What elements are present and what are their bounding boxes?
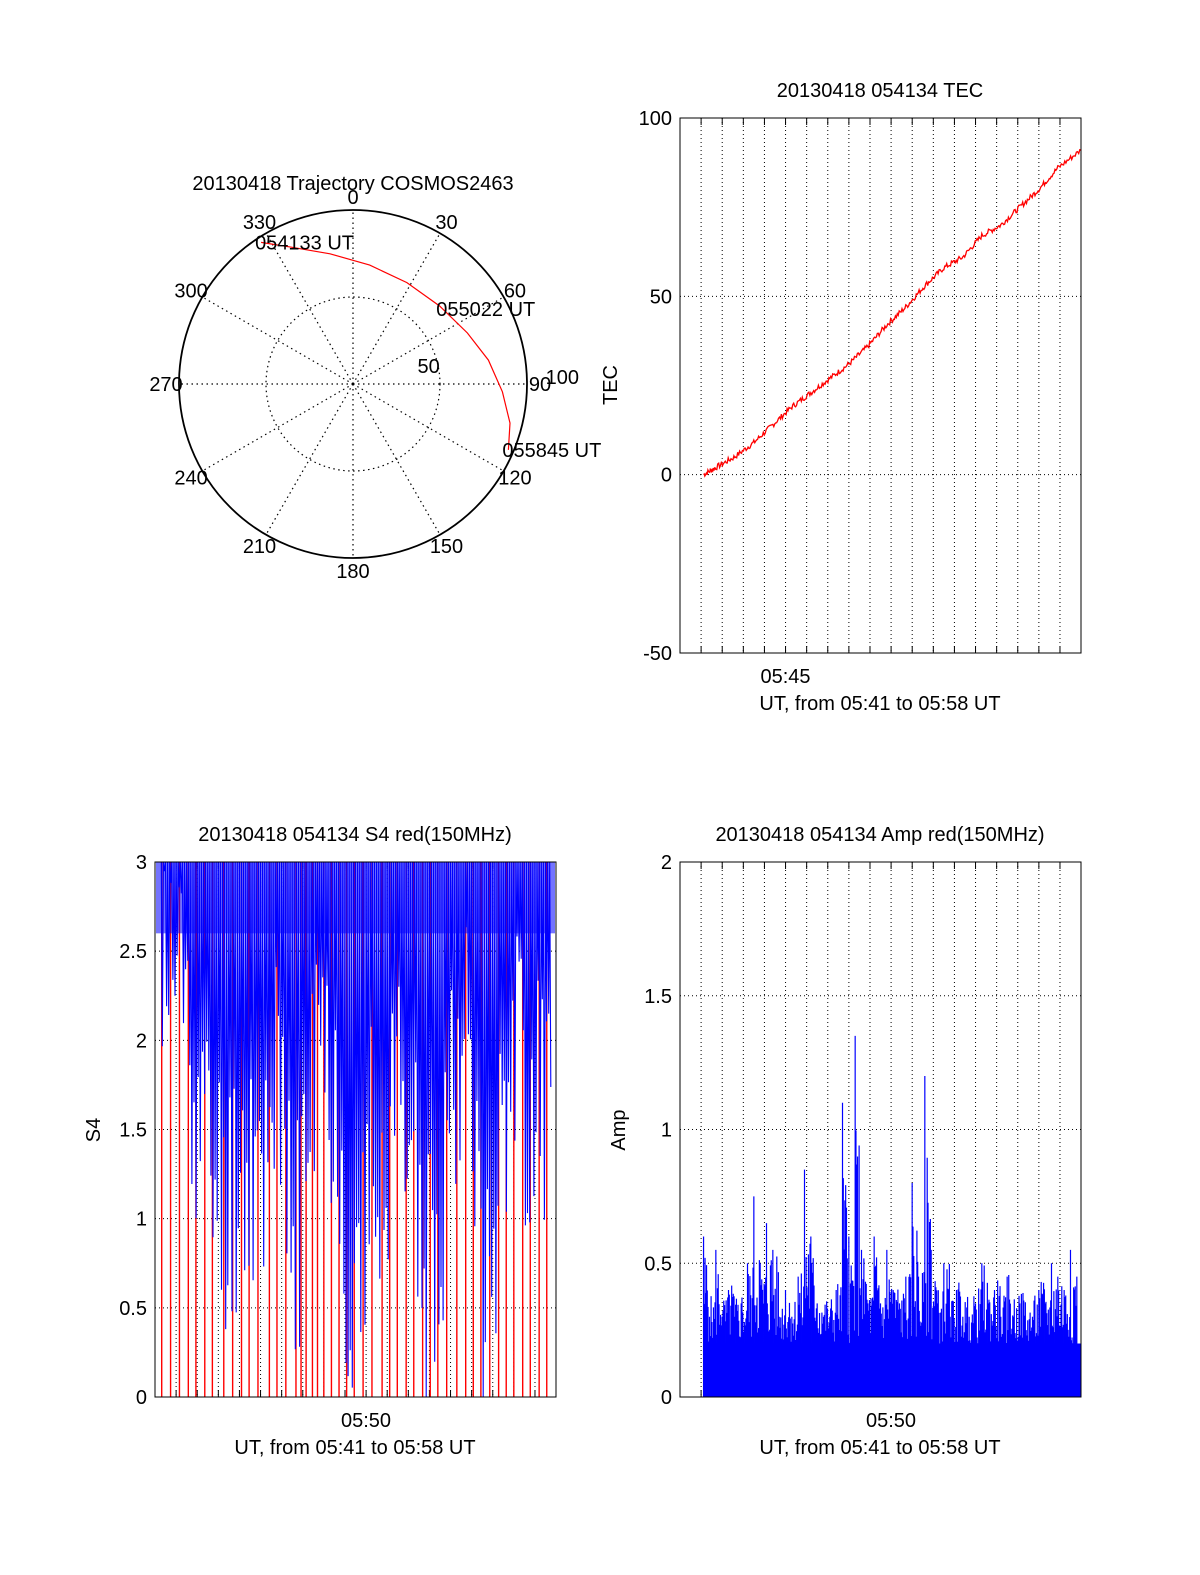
polar-grid (178, 209, 528, 559)
polar-spoke (352, 383, 441, 535)
amp-ylabel: Amp (608, 1109, 630, 1150)
polar-labels: 0 30 60 90 120 150 180 210 240 270 300 330 50 100 (149, 187, 579, 583)
tec-series-line (703, 148, 1082, 478)
polar-azimuth-label: 150 (430, 536, 463, 558)
s4-top-band (156, 862, 555, 934)
tec-ticks: -50 0 50 100 05:45 (639, 108, 1061, 688)
tec-series (703, 148, 1082, 478)
amp-title: 20130418 054134 Amp red(150MHz) (715, 824, 1044, 846)
polar-azimuth-label: 210 (243, 536, 276, 558)
tec-title: 20130418 054134 TEC (777, 80, 983, 102)
amp-frame (679, 861, 1082, 1398)
tec-frame (679, 117, 1082, 654)
polar-azimuth-label: 240 (174, 468, 207, 490)
x-tick-label: 05:45 (760, 666, 810, 688)
y-tick-label: 1.5 (119, 1120, 147, 1142)
polar-outer-circle (178, 209, 528, 559)
polar-spoke (265, 233, 354, 385)
tec-panel: 20130418 054134 TEC UT, from 05:41 to 05… (600, 80, 1082, 715)
y-tick-label: 0 (136, 1387, 147, 1409)
y-tick-label: 1.5 (644, 986, 672, 1008)
polar-spoke (352, 383, 504, 472)
y-tick-label: 100 (639, 108, 672, 130)
polar-azimuth-label: 300 (174, 281, 207, 303)
y-tick-label: 2.5 (119, 941, 147, 963)
s4-xlabel: UT, from 05:41 to 05:58 UT (234, 1437, 475, 1459)
y-tick-label: 0 (661, 1387, 672, 1409)
polar-series (261, 241, 511, 450)
s4-title: 20130418 054134 S4 red(150MHz) (198, 824, 512, 846)
polar-radial-label: 100 (546, 367, 579, 389)
polar-trajectory-line (261, 241, 511, 450)
s4-ticks: 0 0.5 1 1.5 2 2.5 3 05:50 (119, 852, 536, 1432)
amp-series (702, 1035, 1081, 1397)
x-tick-label: 05:50 (341, 1410, 391, 1432)
polar-time-annotation: 054133 UT (255, 232, 354, 254)
polar-grid-circle (265, 296, 441, 472)
polar-radial-label: 50 (418, 356, 440, 378)
s4-frame (154, 861, 557, 1398)
polar-azimuth-label: 120 (498, 468, 531, 490)
polar-trajectory-panel: 20130418 Trajectory COSMOS2463 0 30 60 90 12… (149, 173, 601, 583)
polar-spoke (265, 383, 354, 535)
x-tick-label: 05:50 (866, 1410, 916, 1432)
y-tick-label: 0.5 (119, 1298, 147, 1320)
tec-xlabel: UT, from 05:41 to 05:58 UT (759, 693, 1000, 715)
polar-annotations: 054133 UT 055022 UT 055845 UT (255, 232, 601, 461)
amp-ticks: 0 0.5 1 1.5 2 05:50 (644, 852, 1061, 1432)
y-tick-label: 1 (661, 1120, 672, 1142)
polar-spoke (352, 296, 504, 385)
polar-time-annotation: 055845 UT (502, 440, 601, 462)
y-tick-label: 3 (136, 852, 147, 874)
y-tick-label: 2 (136, 1030, 147, 1052)
y-tick-label: -50 (643, 643, 672, 665)
polar-azimuth-label: 0 (347, 187, 358, 209)
y-tick-label: 0 (661, 465, 672, 487)
polar-azimuth-label: 330 (243, 212, 276, 234)
polar-azimuth-label: 30 (435, 212, 457, 234)
polar-spoke (202, 296, 354, 385)
polar-title: 20130418 Trajectory COSMOS2463 (192, 173, 513, 195)
tec-ylabel: TEC (600, 365, 622, 405)
polar-azimuth-label: 270 (149, 374, 182, 396)
polar-azimuth-label: 180 (336, 561, 369, 583)
polar-spoke (352, 233, 441, 385)
s4-series (156, 861, 555, 1398)
polar-spoke (202, 383, 354, 472)
polar-azimuth-label: 60 (504, 281, 526, 303)
amp-grid (680, 862, 1081, 1397)
y-tick-label: 0.5 (644, 1253, 672, 1275)
tec-grid (680, 118, 1081, 653)
y-tick-label: 1 (136, 1209, 147, 1231)
polar-azimuth-label: 90 (529, 374, 551, 396)
polar-time-annotation: 055022 UT (436, 299, 535, 321)
y-tick-label: 2 (661, 852, 672, 874)
s4-ylabel: S4 (83, 1118, 105, 1142)
s4-series-line (159, 861, 552, 1398)
y-tick-label: 50 (650, 286, 672, 308)
amp-xlabel: UT, from 05:41 to 05:58 UT (759, 1437, 1000, 1459)
s4-panel: 20130418 054134 S4 red(150MHz) UT, from … (83, 824, 557, 1459)
amp-panel: 20130418 054134 Amp red(150MHz) UT, from… (608, 824, 1082, 1459)
